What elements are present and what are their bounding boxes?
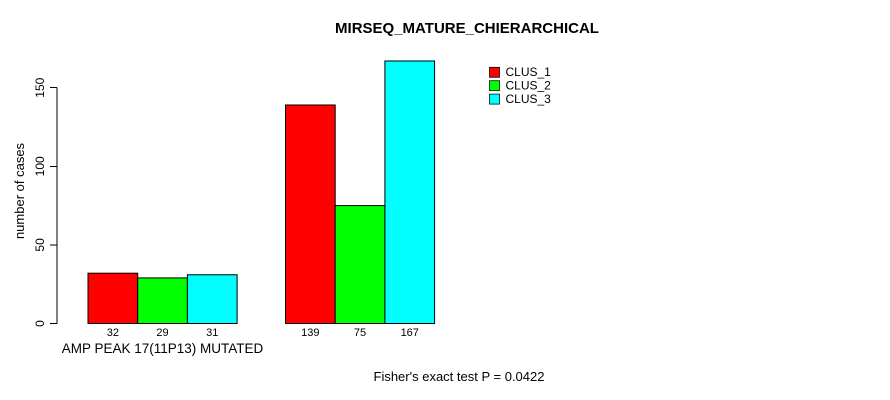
y-tick-label: 150 [33, 77, 47, 97]
plot-area: 32 29 31 139 75 167 [87, 60, 436, 339]
legend-swatch [489, 93, 500, 105]
y-axis: 0 50 100 150 [33, 77, 58, 327]
bar-value-label: 32 [107, 327, 119, 339]
legend-swatch [489, 66, 500, 78]
bar-value-label: 29 [156, 327, 168, 339]
chart-title: MIRSEQ_MATURE_CHIERARCHICAL [335, 20, 599, 37]
y-tick-label: 50 [33, 238, 47, 252]
x-category-label: AMP PEAK 17(11P13) MUTATED [62, 341, 264, 356]
bar [285, 104, 336, 324]
y-axis-label: number of cases [12, 142, 27, 239]
bar [334, 205, 386, 325]
legend-label: CLUS_1 [506, 65, 552, 79]
bar [137, 277, 188, 324]
bar-value-label: 31 [206, 327, 218, 339]
bar [384, 60, 436, 324]
bar-value-label: 167 [401, 327, 419, 339]
bar-value-label: 139 [301, 327, 319, 339]
legend-item: CLUS_2 [489, 78, 552, 92]
legend-label: CLUS_2 [506, 78, 552, 92]
annotation: Fisher's exact test P = 0.0422 [374, 369, 545, 384]
bar-value-label: 75 [354, 327, 366, 339]
y-tick-label: 0 [33, 320, 47, 327]
bar [186, 274, 238, 325]
legend-item: CLUS_3 [489, 92, 552, 106]
legend-item: CLUS_1 [489, 65, 552, 79]
legend-label: CLUS_3 [506, 92, 552, 106]
legend-swatch [489, 80, 500, 92]
bar [87, 272, 139, 325]
y-tick-label: 100 [33, 156, 47, 176]
